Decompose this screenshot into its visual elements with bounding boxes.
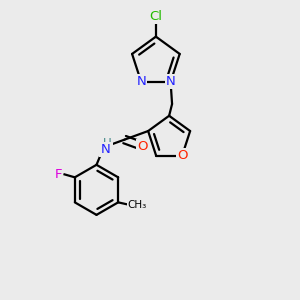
Text: N: N bbox=[100, 143, 110, 156]
Text: H: H bbox=[103, 137, 112, 150]
Text: Cl: Cl bbox=[149, 10, 162, 23]
Text: O: O bbox=[137, 140, 148, 153]
Text: N: N bbox=[136, 75, 146, 88]
Text: O: O bbox=[177, 149, 188, 162]
Text: N: N bbox=[166, 75, 176, 88]
Text: F: F bbox=[55, 168, 62, 181]
Text: CH₃: CH₃ bbox=[128, 200, 147, 210]
